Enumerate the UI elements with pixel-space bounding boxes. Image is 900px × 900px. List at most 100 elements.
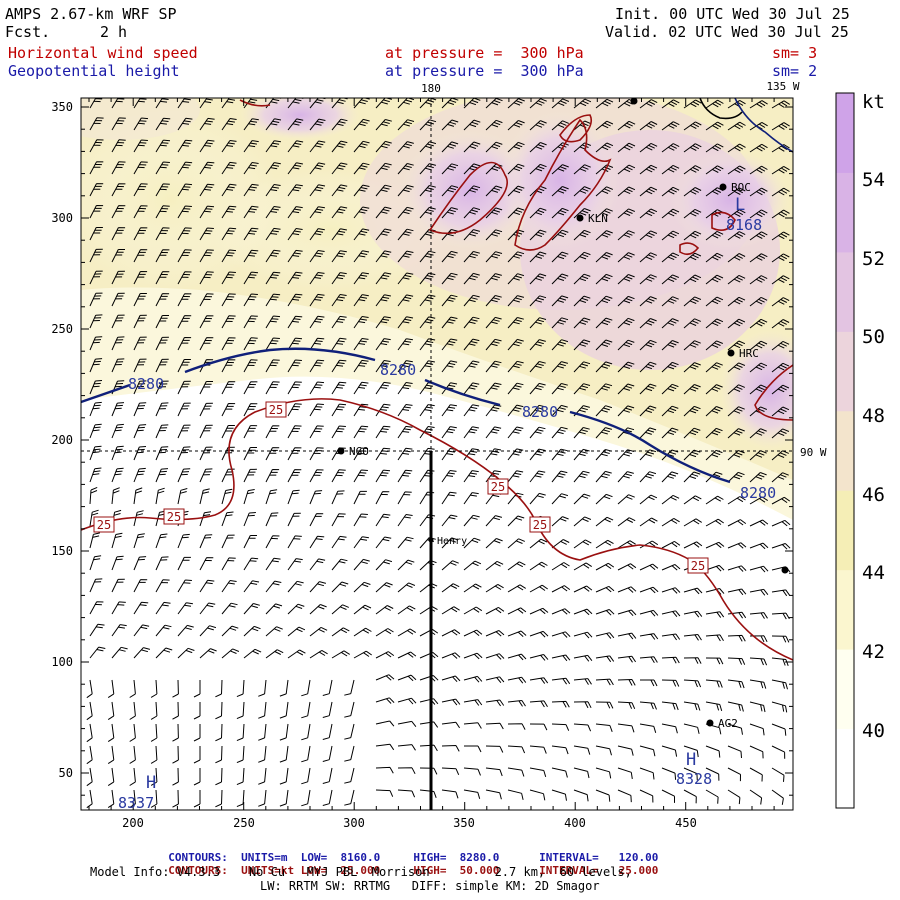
wind-barb — [485, 767, 503, 777]
wind-barb — [749, 384, 768, 395]
wind-barb — [595, 273, 613, 285]
wind-barb — [279, 679, 289, 697]
height-label: 8280 — [128, 375, 164, 393]
wind-barb — [529, 723, 548, 731]
wind-barb — [397, 628, 416, 637]
wind-barb — [507, 515, 525, 527]
wind-barb — [683, 340, 701, 351]
wind-barb — [683, 610, 703, 618]
wind-barb — [705, 495, 724, 505]
wind-barb — [221, 425, 235, 439]
wind-barb — [727, 679, 745, 689]
wind-barb — [86, 745, 93, 765]
wind-barb — [375, 789, 394, 797]
wind-barb — [155, 117, 171, 131]
wind-barb — [661, 230, 680, 241]
wind-barb — [639, 656, 658, 663]
wind-barb — [419, 338, 436, 351]
wind-barb — [353, 425, 369, 439]
wind-barb — [749, 231, 768, 241]
wind-barb — [215, 679, 223, 698]
wind-barb — [705, 611, 725, 618]
wind-barb — [573, 789, 589, 802]
wind-barb — [771, 231, 790, 241]
wind-barb — [309, 359, 325, 373]
wind-barb — [287, 512, 301, 527]
wind-barb — [529, 251, 547, 263]
wind-barb — [287, 162, 303, 175]
wind-barb — [771, 297, 790, 307]
wind-barb — [419, 272, 436, 285]
wind-barb — [243, 205, 259, 219]
x-tick-label: 300 — [343, 816, 365, 830]
wind-barb — [485, 229, 503, 241]
wind-barb — [485, 606, 505, 615]
wind-barb — [419, 206, 436, 219]
wind-barb — [551, 120, 569, 131]
wind-barb — [705, 99, 724, 109]
coastline — [699, 98, 793, 153]
wind-barb — [155, 227, 170, 241]
wind-barb — [573, 493, 591, 505]
x-tick-label: 450 — [675, 816, 697, 830]
wind-barb — [683, 767, 698, 781]
wind-barb — [551, 273, 569, 285]
colorbar: kt 54 52 50 48 46 44 42 40 — [835, 91, 885, 809]
wind-barb — [551, 339, 569, 351]
colorbar-unit: kt — [862, 91, 885, 113]
colorbar-label: 52 — [862, 248, 885, 270]
wind-barb — [441, 404, 457, 417]
station-marker — [630, 97, 638, 105]
wind-barb — [485, 273, 502, 285]
wind-barb — [243, 140, 259, 153]
wind-barb — [353, 581, 371, 593]
wind-barb — [199, 579, 215, 593]
wind-barb — [485, 98, 503, 109]
wind-barb — [331, 294, 347, 307]
wind-barb — [749, 428, 767, 439]
wind-barb — [375, 491, 390, 505]
wind-barb — [485, 316, 502, 329]
wind-barb — [199, 488, 210, 505]
wind-barb — [243, 603, 260, 615]
lon-label-90w: 90 W — [800, 446, 827, 459]
wind-barb — [507, 607, 527, 615]
wind-barb — [529, 677, 549, 684]
wind-barb — [551, 426, 568, 439]
wind-barb — [463, 141, 481, 153]
wind-barb — [661, 405, 679, 417]
wind-barb — [727, 231, 746, 241]
wind-barb — [441, 316, 458, 329]
wind-barb — [155, 556, 169, 571]
height-label: 8280 — [380, 361, 416, 379]
wind-barb — [221, 511, 234, 527]
wind-barb — [199, 557, 214, 571]
wind-barb — [529, 789, 546, 801]
wind-barb — [133, 139, 148, 153]
wind-barb — [265, 649, 284, 659]
wind-barb — [243, 580, 260, 593]
wind-barb — [111, 555, 124, 571]
wind-barb — [129, 767, 136, 786]
wind-barb — [507, 338, 524, 351]
wind-barb — [89, 205, 104, 219]
wind-barb — [265, 603, 283, 615]
wind-barb — [727, 701, 744, 712]
wind-barb — [463, 426, 479, 439]
wind-barb — [661, 745, 678, 757]
contour-low: LOW= 8160.0 — [300, 851, 381, 864]
wind-barb — [463, 448, 479, 461]
wind-barb — [463, 583, 482, 593]
wind-barb — [639, 471, 657, 483]
y-tick-label: 50 — [59, 766, 73, 780]
wind-barb — [199, 117, 215, 131]
wind-barb — [287, 140, 304, 153]
wind-barb — [397, 559, 415, 571]
high-letter: H — [146, 773, 156, 793]
wind-barb — [107, 767, 115, 787]
wind-barb — [639, 723, 657, 733]
colorbar-segment — [836, 172, 854, 253]
wind-barb — [573, 539, 592, 549]
wind-barb — [573, 516, 592, 527]
wind-barb — [727, 657, 746, 665]
